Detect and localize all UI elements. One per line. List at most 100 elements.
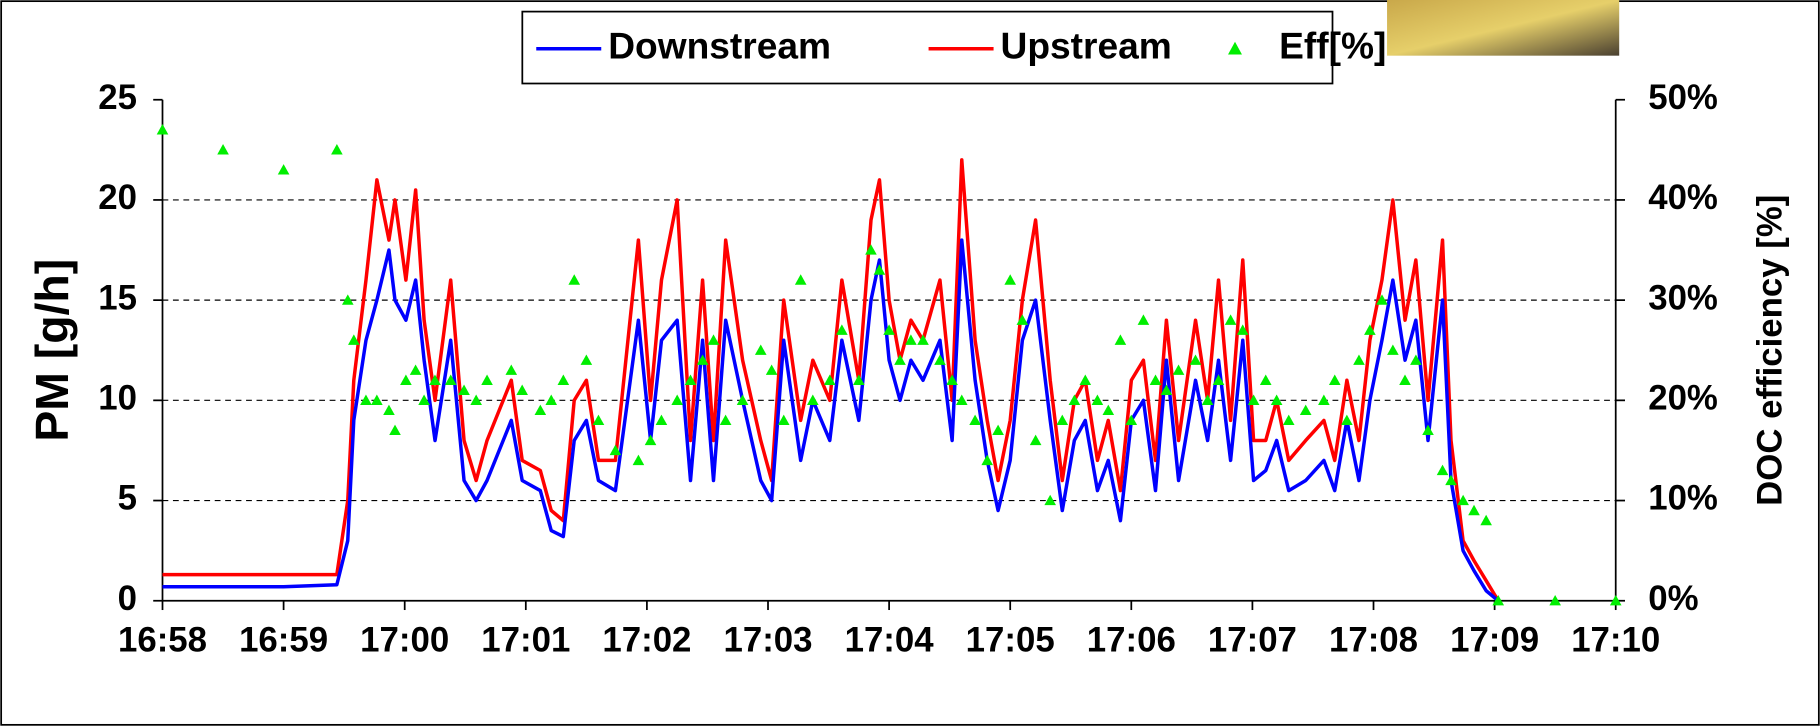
eff-marker (1318, 394, 1330, 405)
eff-marker (696, 354, 709, 365)
eff-marker (505, 364, 518, 375)
eff-marker (883, 324, 895, 335)
eff-marker (348, 334, 360, 345)
eff-marker (1079, 374, 1092, 385)
eff-marker (969, 414, 981, 426)
eff-marker (671, 394, 683, 405)
eff-marker (655, 414, 668, 426)
eff-marker (1149, 374, 1162, 385)
x-tick-label: 17:03 (723, 621, 812, 660)
eff-marker (853, 374, 865, 385)
y-axis-label: PM [g/h] (26, 259, 78, 442)
x-tick-label: 17:05 (966, 621, 1055, 660)
eff-marker (470, 394, 482, 405)
x-tick-label: 17:01 (481, 621, 570, 660)
eff-marker (736, 394, 749, 405)
eff-marker (917, 334, 929, 345)
eff-marker (1091, 394, 1104, 405)
eff-marker (1102, 404, 1115, 416)
eff-marker (807, 394, 819, 405)
eff-marker (409, 364, 422, 375)
eff-marker (865, 244, 877, 255)
eff-marker (609, 444, 622, 456)
eff-marker (1270, 394, 1283, 405)
eff-marker (1609, 594, 1622, 606)
eff-marker (1172, 364, 1185, 375)
eff-marker (592, 414, 605, 426)
eff-marker (1259, 374, 1272, 385)
eff-marker (557, 374, 570, 385)
eff-marker (873, 264, 886, 275)
eff-marker (360, 394, 372, 405)
eff-marker (516, 384, 528, 395)
eff-marker (1236, 324, 1249, 335)
eff-marker (481, 374, 493, 385)
y2-tick-label: 50% (1648, 78, 1718, 117)
x-tick-label: 17:06 (1087, 621, 1176, 660)
eff-marker (400, 374, 412, 385)
eff-marker (277, 164, 290, 175)
eff-marker (836, 324, 848, 335)
eff-marker (1410, 354, 1422, 365)
y-tick-label: 0 (118, 579, 137, 618)
eff-marker (1004, 274, 1017, 285)
y2-tick-label: 0% (1648, 579, 1698, 618)
eff-marker (905, 334, 917, 345)
eff-marker (777, 414, 790, 426)
eff-marker (1376, 294, 1388, 305)
eff-marker (1549, 594, 1561, 606)
eff-marker (1445, 474, 1457, 486)
y-tick-label: 15 (98, 278, 137, 317)
series-line (162, 158, 1500, 602)
eff-marker (429, 374, 441, 385)
eff-marker (341, 294, 354, 305)
eff-marker (644, 434, 657, 446)
x-tick-label: 17:10 (1571, 621, 1660, 660)
eff-marker (955, 394, 968, 405)
eff-marker (1436, 464, 1449, 476)
eff-marker (1282, 414, 1295, 426)
eff-marker (1328, 374, 1341, 385)
eff-marker (1125, 414, 1138, 426)
eff-marker (1114, 334, 1127, 345)
y2-tick-label: 10% (1648, 479, 1718, 518)
eff-marker (1387, 344, 1399, 355)
y-tick-label: 25 (98, 78, 137, 117)
y2-tick-label: 20% (1648, 379, 1718, 418)
legend-label: Upstream (1001, 25, 1172, 67)
legend (521, 10, 1334, 85)
x-tick-label: 17:07 (1208, 621, 1297, 660)
eff-marker (719, 414, 732, 426)
eff-marker (1160, 384, 1173, 395)
eff-marker (934, 354, 946, 365)
eff-marker (1399, 374, 1411, 385)
eff-marker (444, 374, 457, 385)
eff-marker (794, 274, 807, 285)
eff-marker (383, 404, 395, 416)
eff-marker (1353, 354, 1365, 365)
x-tick-label: 17:08 (1329, 621, 1418, 660)
eff-marker (418, 394, 430, 405)
eff-marker (458, 384, 470, 395)
eff-marker (1341, 414, 1353, 426)
eff-marker (1299, 404, 1312, 416)
eff-marker (1016, 314, 1029, 325)
x-tick-label: 17:04 (845, 621, 935, 660)
eff-marker (1201, 394, 1214, 405)
eff-marker (1137, 314, 1150, 325)
y-tick-label: 10 (98, 379, 137, 418)
eff-marker (1457, 494, 1469, 506)
eff-marker (1029, 434, 1042, 446)
x-tick-label: 17:09 (1450, 621, 1539, 660)
eff-marker (217, 144, 229, 155)
eff-marker (1056, 414, 1069, 426)
eff-marker (632, 454, 645, 466)
legend-swatch (1228, 41, 1242, 55)
eff-marker (765, 364, 778, 375)
eff-marker (568, 274, 581, 285)
y-tick-label: 20 (98, 178, 137, 217)
eff-marker (707, 334, 720, 345)
eff-marker (331, 144, 343, 155)
